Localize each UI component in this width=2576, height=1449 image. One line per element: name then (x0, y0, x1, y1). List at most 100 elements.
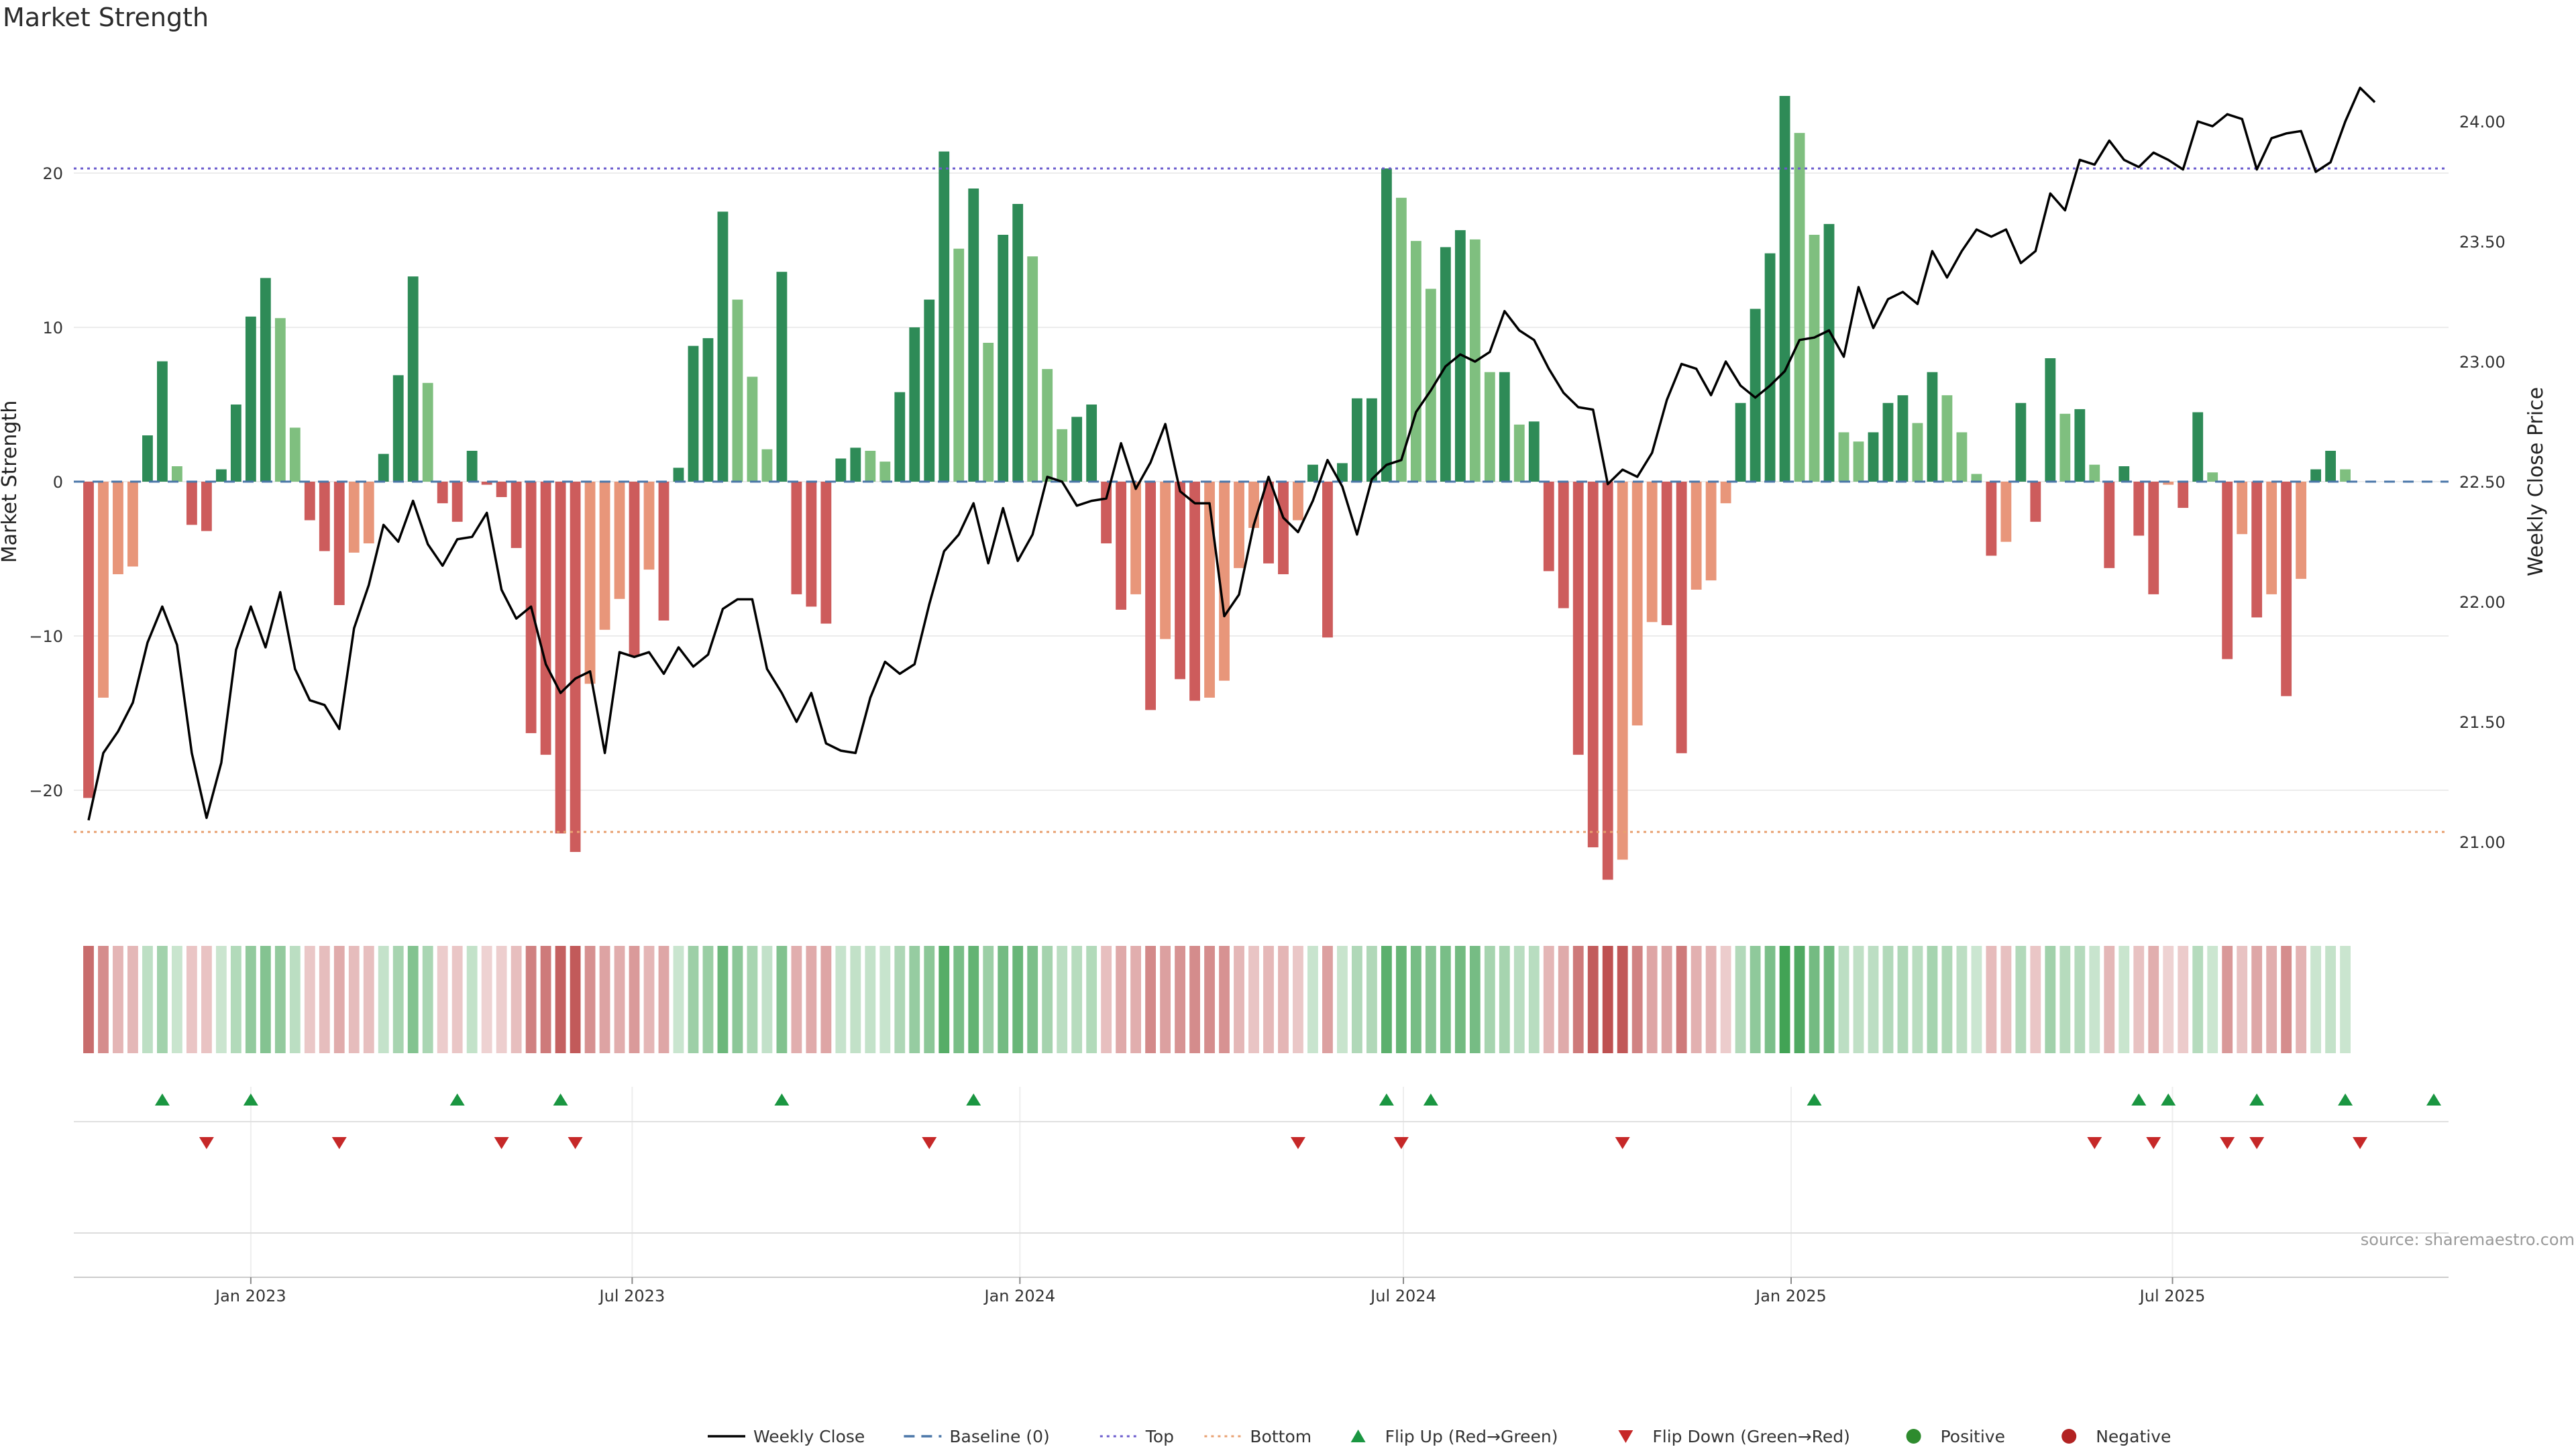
heat-cell-28 (496, 946, 507, 1053)
strength-bar-138 (2118, 466, 2130, 482)
heat-cell-146 (2237, 946, 2248, 1053)
heat-cell-75 (1189, 946, 1200, 1053)
heat-cell-130 (2000, 946, 2012, 1053)
strength-bar-78 (1234, 482, 1244, 568)
strength-bar-86 (1352, 398, 1362, 482)
strength-bar-87 (1366, 398, 1377, 482)
strength-bar-66 (1057, 429, 1068, 482)
strength-bar-93 (1454, 230, 1466, 482)
heat-cell-51 (835, 946, 847, 1053)
strength-bar-47 (776, 272, 788, 482)
heat-cell-67 (1071, 946, 1083, 1053)
flip-up-marker-9 (2131, 1093, 2147, 1106)
heat-cell-1 (98, 946, 109, 1053)
heat-cell-47 (776, 946, 788, 1053)
strength-bar-112 (1735, 402, 1746, 482)
heat-cell-109 (1690, 946, 1702, 1053)
heat-cell-35 (599, 946, 610, 1053)
legend-swatch-7 (2061, 1429, 2077, 1444)
heat-cell-133 (2045, 946, 2056, 1053)
heat-cell-6 (171, 946, 182, 1053)
strength-bar-130 (2000, 482, 2012, 542)
heat-cell-66 (1057, 946, 1068, 1053)
strength-bar-83 (1307, 464, 1318, 482)
heat-cell-132 (2030, 946, 2041, 1053)
legend-label-3: Bottom (1250, 1427, 1311, 1446)
heat-cell-101 (1572, 946, 1584, 1053)
flip-down-marker-3 (568, 1137, 583, 1149)
strength-bar-131 (2015, 402, 2027, 482)
strength-bar-75 (1189, 482, 1200, 701)
heat-cell-105 (1631, 946, 1643, 1053)
strength-bar-68 (1086, 405, 1097, 482)
strength-bar-45 (747, 376, 758, 482)
heat-cell-136 (2089, 946, 2100, 1053)
strength-bar-64 (1027, 256, 1038, 482)
heat-cell-48 (791, 946, 802, 1053)
heat-cell-137 (2104, 946, 2115, 1053)
heat-cell-63 (1012, 946, 1024, 1053)
strength-bar-53 (865, 451, 876, 482)
heat-cell-121 (1868, 946, 1879, 1053)
flip-down-marker-11 (2249, 1137, 2265, 1149)
strength-bar-28 (496, 482, 507, 497)
flip-up-marker-0 (154, 1093, 170, 1106)
strength-bar-100 (1558, 482, 1569, 608)
strength-bar-40 (673, 468, 684, 482)
heat-cell-131 (2015, 946, 2027, 1053)
heat-cell-126 (1941, 946, 1953, 1053)
strength-bar-52 (850, 447, 861, 482)
heat-cell-83 (1307, 946, 1318, 1053)
strength-bar-69 (1101, 482, 1112, 543)
flip-up-marker-3 (553, 1093, 568, 1106)
strength-bar-46 (761, 449, 773, 482)
heat-cell-5 (157, 946, 168, 1053)
strength-bar-128 (1971, 474, 1982, 482)
strength-bar-26 (466, 451, 478, 482)
weekly-close-line (87, 87, 2376, 821)
heat-cell-62 (998, 946, 1009, 1053)
heat-cell-134 (2059, 946, 2071, 1053)
strength-bar-102 (1587, 482, 1599, 848)
strength-bar-109 (1690, 482, 1702, 590)
heat-cell-85 (1337, 946, 1348, 1053)
strength-bar-89 (1395, 197, 1407, 482)
heat-cell-19 (363, 946, 374, 1053)
strength-bar-44 (732, 299, 743, 482)
heat-cell-57 (924, 946, 935, 1053)
heat-cell-36 (614, 946, 625, 1053)
x-tick-label-4: Jan 2025 (1754, 1287, 1827, 1305)
strength-bar-137 (2104, 482, 2115, 568)
heat-cell-22 (407, 946, 419, 1053)
heat-cell-95 (1484, 946, 1495, 1053)
heat-cell-118 (1823, 946, 1835, 1053)
strength-bar-49 (806, 482, 817, 607)
heat-cell-26 (466, 946, 478, 1053)
heat-cell-3 (127, 946, 138, 1053)
strength-bar-17 (333, 482, 345, 605)
heat-cell-143 (2192, 946, 2204, 1053)
strength-bar-114 (1764, 253, 1776, 482)
heat-cell-128 (1971, 946, 1982, 1053)
heat-cell-60 (968, 946, 979, 1053)
strength-bar-125 (1927, 372, 1938, 482)
strength-bar-84 (1322, 482, 1333, 638)
heat-cell-54 (879, 946, 891, 1053)
strength-bar-134 (2059, 413, 2071, 482)
strength-bar-113 (1750, 309, 1761, 482)
strength-bar-18 (348, 482, 360, 553)
strength-bar-27 (481, 482, 492, 485)
x-tick-label-5: Jul 2025 (2139, 1287, 2206, 1305)
strength-bar-90 (1410, 241, 1421, 482)
heat-cell-50 (820, 946, 832, 1053)
flip-up-marker-12 (2338, 1093, 2353, 1106)
heat-cell-92 (1440, 946, 1451, 1053)
heat-cell-99 (1543, 946, 1554, 1053)
heat-cell-40 (673, 946, 684, 1053)
heat-cell-86 (1352, 946, 1362, 1053)
strength-bar-148 (2266, 482, 2277, 594)
legend-label-7: Negative (2096, 1427, 2171, 1446)
heat-cell-129 (1986, 946, 1997, 1053)
heat-cell-29 (511, 946, 522, 1053)
